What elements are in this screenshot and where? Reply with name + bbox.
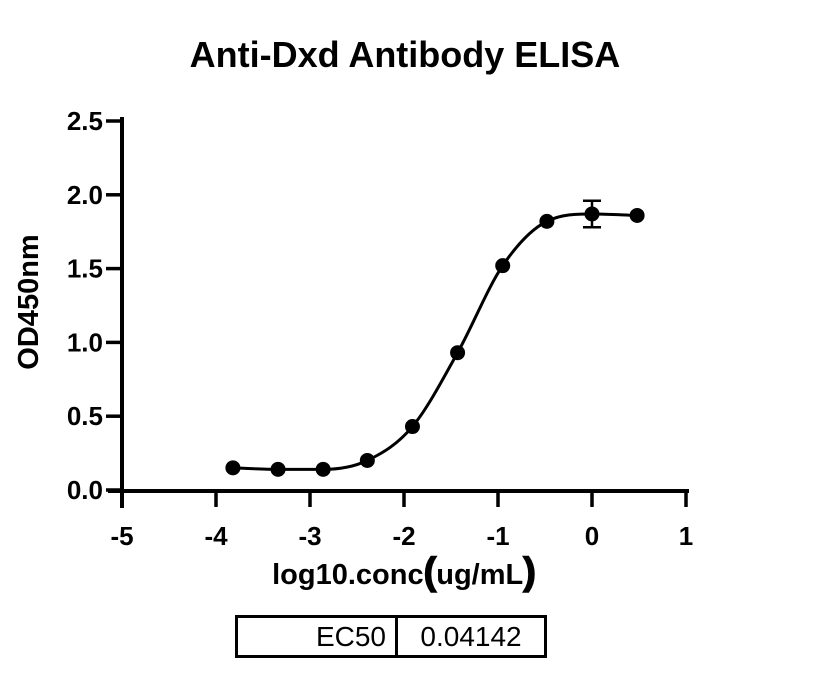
y-tick-label: 2.0 bbox=[67, 180, 103, 210]
data-point bbox=[629, 207, 645, 223]
data-point bbox=[404, 419, 420, 435]
chart-title: Anti-Dxd Antibody ELISA bbox=[190, 34, 621, 75]
open-bracket: ( bbox=[424, 551, 437, 593]
x-label-units: ug/mL bbox=[436, 559, 523, 591]
y-axis-label: OD450nm bbox=[13, 234, 45, 369]
y-tick-label: 1.0 bbox=[67, 327, 103, 357]
fit-curve bbox=[232, 212, 638, 471]
data-point bbox=[539, 213, 555, 229]
ec50-table: EC50 0.04142 bbox=[235, 615, 547, 658]
ec50-label-cell: EC50 bbox=[238, 618, 398, 655]
x-label-prefix: log10.conc bbox=[272, 559, 424, 591]
y-tick-label: 0.0 bbox=[67, 475, 103, 505]
data-point bbox=[225, 460, 241, 476]
y-tick-label: 0.5 bbox=[67, 401, 103, 431]
y-tick-label: 2.5 bbox=[67, 106, 103, 136]
data-series bbox=[225, 199, 645, 477]
x-axis-label: log10.conc(ug/mL) bbox=[272, 551, 536, 593]
y-tick-label: 1.5 bbox=[67, 254, 103, 284]
data-point bbox=[359, 452, 375, 468]
x-tick-label: -3 bbox=[298, 521, 321, 551]
x-tick-label: -4 bbox=[204, 521, 228, 551]
data-point bbox=[315, 461, 331, 477]
data-point bbox=[495, 258, 511, 274]
data-point bbox=[450, 345, 466, 361]
data-point bbox=[270, 461, 286, 477]
x-tick-label: 0 bbox=[585, 521, 599, 551]
axes: -5 -4 -3 -2 -1 0 1 0.0 0.5 1.0 1.5 2.0 2.5 bbox=[67, 106, 693, 551]
x-tick-label: -5 bbox=[110, 521, 133, 551]
data-point bbox=[584, 206, 600, 222]
x-tick-label: -2 bbox=[392, 521, 415, 551]
x-tick-label: -1 bbox=[486, 521, 509, 551]
ec50-value-cell: 0.04142 bbox=[420, 620, 522, 652]
x-tick-label: 1 bbox=[679, 521, 693, 551]
close-bracket: ) bbox=[523, 551, 536, 593]
